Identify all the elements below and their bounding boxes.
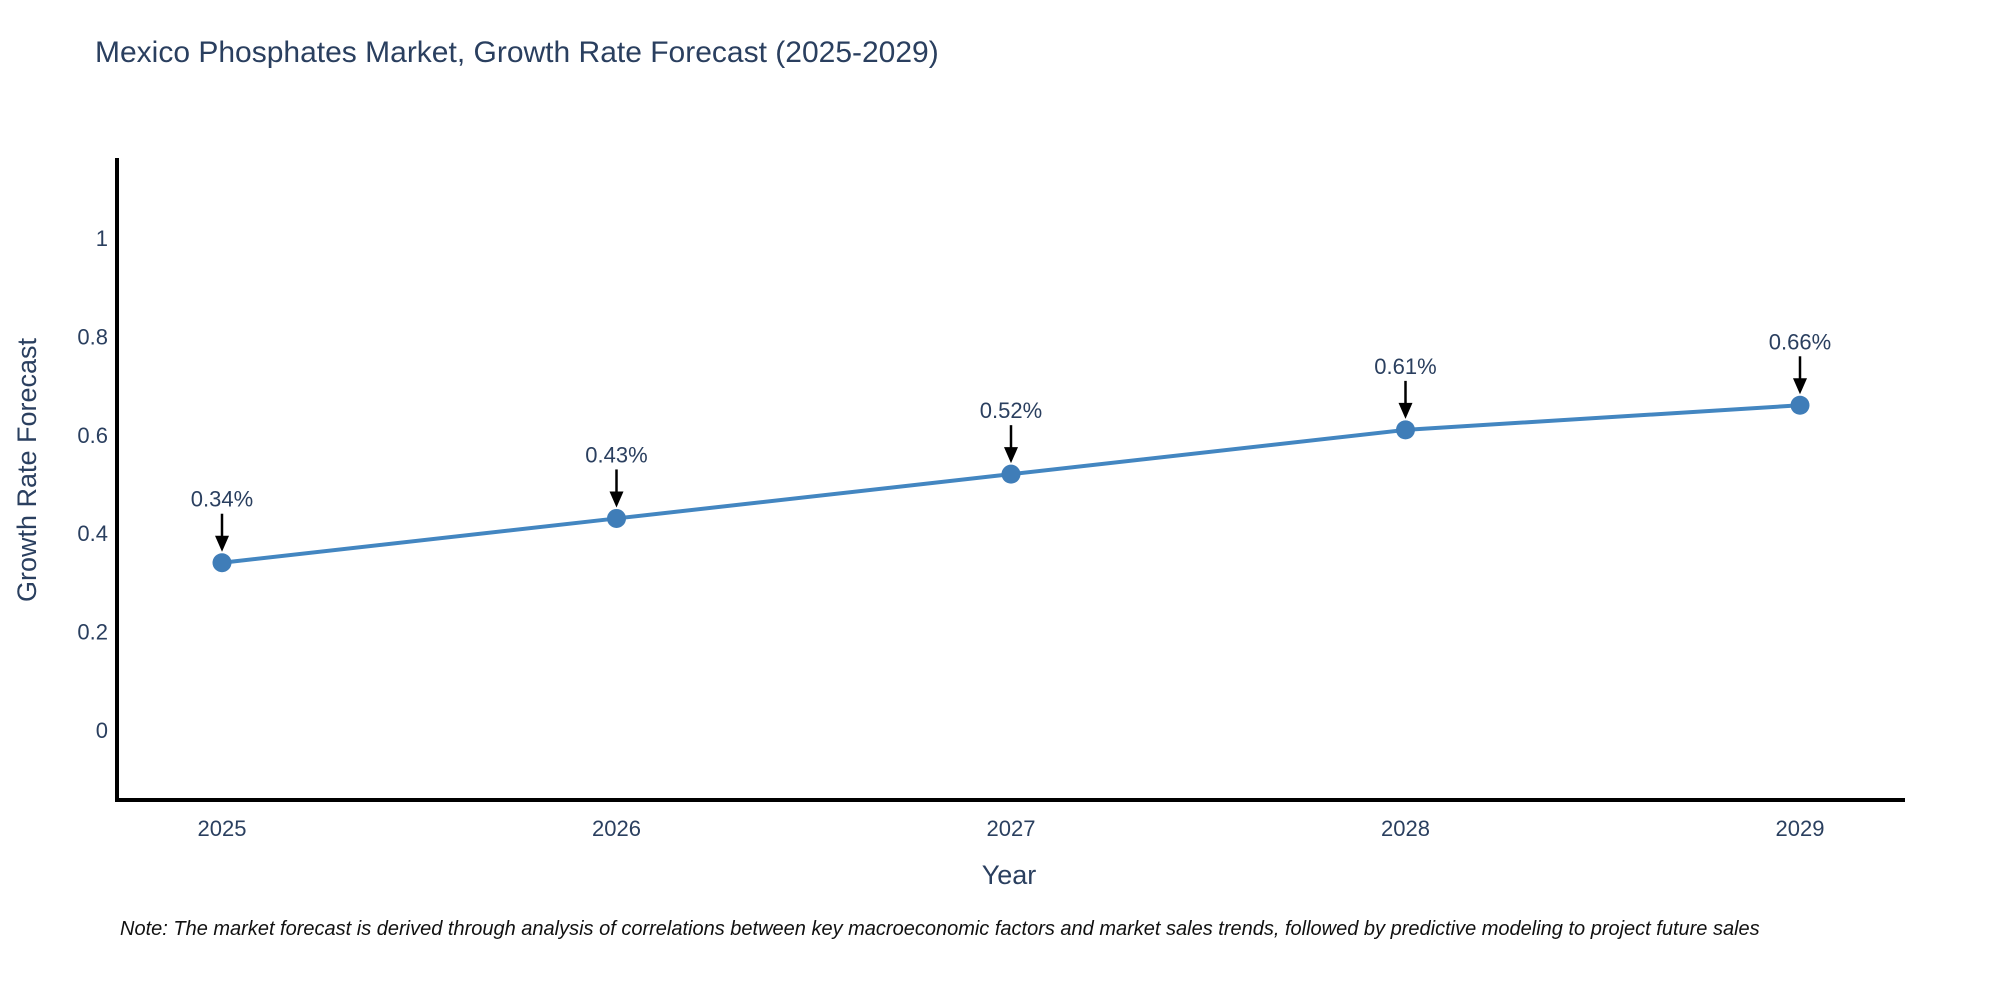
point-value-label: 0.66%	[1769, 329, 1831, 354]
chart-title: Mexico Phosphates Market, Growth Rate Fo…	[95, 36, 939, 69]
annotation-arrowhead-icon	[1004, 447, 1018, 464]
x-tick-label: 2027	[987, 816, 1036, 841]
y-tick-label: 0	[96, 718, 108, 743]
data-point-marker[interactable]	[212, 553, 232, 573]
tick-labels-group: 0 0.2 0.4 0.6 0.8 1 2025 2026 2027 2028 2029	[77, 226, 1824, 841]
x-tick-label: 2029	[1776, 816, 1825, 841]
x-tick-label: 2028	[1381, 816, 1430, 841]
data-point-marker[interactable]	[607, 508, 626, 528]
annotation-arrowhead-icon	[215, 535, 229, 552]
y-axis-title: Growth Rate Forecast	[12, 337, 42, 602]
y-tick-label: 0.6	[77, 423, 108, 448]
data-point-marker[interactable]	[1001, 464, 1021, 484]
annotations-group: 0.34% 0.43% 0.52% 0.61% 0.66%	[191, 329, 1831, 552]
x-tick-label: 2026	[592, 816, 641, 841]
x-tick-label: 2025	[198, 816, 247, 841]
point-value-label: 0.52%	[980, 398, 1042, 423]
x-axis-title: Year	[982, 860, 1037, 890]
data-point-marker[interactable]	[1790, 395, 1810, 415]
point-value-label: 0.61%	[1374, 354, 1436, 379]
footnote-text: Note: The market forecast is derived thr…	[120, 918, 1760, 940]
point-value-label: 0.43%	[585, 442, 647, 467]
y-tick-label: 1	[96, 226, 108, 251]
y-tick-label: 0.8	[77, 324, 108, 349]
annotation-arrowhead-icon	[1793, 378, 1807, 395]
data-point-marker[interactable]	[1396, 420, 1415, 440]
line-series-group	[212, 395, 1810, 573]
y-tick-label: 0.2	[77, 620, 108, 645]
y-tick-label: 0.4	[77, 521, 108, 546]
annotation-arrowhead-icon	[1398, 402, 1413, 419]
point-value-label: 0.34%	[191, 487, 253, 512]
annotation-arrowhead-icon	[609, 491, 624, 508]
